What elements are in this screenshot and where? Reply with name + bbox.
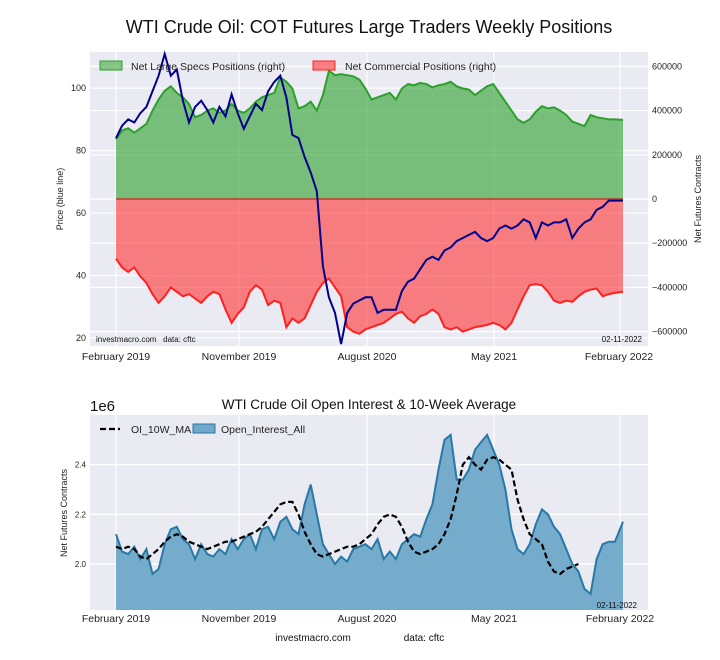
y-tick-label: 2.4 bbox=[75, 461, 87, 470]
y-tick-label: 2.2 bbox=[75, 510, 87, 519]
footer-data: data: cftc bbox=[404, 633, 445, 644]
x-tick-label: November 2019 bbox=[202, 351, 277, 363]
x-tick-label: February 2022 bbox=[585, 351, 653, 363]
y-right-tick-label: 200000 bbox=[652, 150, 682, 160]
x-tick-label: August 2020 bbox=[338, 613, 397, 625]
x-tick-label: February 2019 bbox=[82, 351, 150, 363]
x-tick-label: May 2021 bbox=[471, 351, 517, 363]
x-tick-label: February 2022 bbox=[586, 613, 654, 625]
specs-line bbox=[115, 69, 624, 140]
y-right-tick-label: −400000 bbox=[652, 282, 687, 292]
legend: OI_10W_MA Open_Interest_All bbox=[100, 423, 305, 436]
y-right-tick-label: −200000 bbox=[652, 238, 687, 248]
y-axis-ticks: 2.0 2.2 2.4 bbox=[75, 461, 87, 569]
y-right-tick-label: −600000 bbox=[652, 327, 687, 337]
legend-label-specs: Net Large Specs Positions (right) bbox=[131, 61, 285, 73]
x-tick-label: November 2019 bbox=[202, 613, 277, 625]
x-tick-label: May 2021 bbox=[471, 613, 517, 625]
x-tick-label: February 2019 bbox=[82, 613, 150, 625]
y-left-tick-label: 80 bbox=[76, 146, 86, 156]
scale-label: 1e6 bbox=[90, 398, 115, 415]
legend-swatch-specs bbox=[99, 60, 123, 71]
legend-label-oi: Open_Interest_All bbox=[221, 424, 305, 436]
open-interest-area bbox=[116, 434, 623, 610]
legend: Net Large Specs Positions (right) Net Co… bbox=[99, 60, 496, 73]
y-left-tick-label: 60 bbox=[76, 208, 86, 218]
y-right-tick-label: 400000 bbox=[652, 106, 682, 116]
cot-positions-chart: 20 40 60 80 100 600000 400000 200000 0 −200000 −4… bbox=[55, 50, 703, 363]
commercial-line bbox=[115, 258, 624, 335]
y-axis-label: Net Futures Contracts bbox=[59, 468, 69, 557]
footer-site: investmacro.com bbox=[275, 633, 351, 644]
legend-swatch-commercial bbox=[312, 60, 336, 71]
legend-label-ma: OI_10W_MA bbox=[131, 424, 191, 436]
date-annotation: 02-11-2022 bbox=[602, 335, 643, 344]
price-line bbox=[115, 50, 623, 345]
source-annotation: investmacro.com data: cftc bbox=[96, 335, 196, 344]
specs-area bbox=[116, 70, 623, 199]
left-axis-ticks: 20 40 60 80 100 bbox=[71, 83, 86, 343]
y-right-tick-label: 0 bbox=[652, 194, 657, 204]
figure-title: WTI Crude Oil: COT Futures Large Traders… bbox=[126, 17, 613, 37]
y-left-tick-label: 100 bbox=[71, 83, 86, 93]
legend-label-commercial: Net Commercial Positions (right) bbox=[345, 61, 496, 73]
areas bbox=[116, 434, 623, 610]
right-axis-ticks: 600000 400000 200000 0 −200000 −400000 −600000 bbox=[652, 61, 687, 336]
lines bbox=[115, 432, 624, 596]
left-axis-label: Price (blue line) bbox=[55, 168, 65, 231]
y-right-tick-label: 600000 bbox=[652, 61, 682, 71]
date-annotation: 02-11-2022 bbox=[597, 601, 638, 610]
lines bbox=[115, 50, 624, 345]
x-axis-ticks: February 2019 November 2019 August 2020 May… bbox=[82, 613, 654, 625]
legend-swatch-oi bbox=[192, 423, 216, 434]
y-tick-label: 2.0 bbox=[75, 560, 87, 569]
chart-title: WTI Crude Oil Open Interest & 10-Week Av… bbox=[222, 397, 516, 412]
x-tick-label: August 2020 bbox=[338, 351, 397, 363]
ma-line bbox=[115, 455, 579, 576]
y-left-tick-label: 40 bbox=[76, 270, 86, 280]
y-left-tick-label: 20 bbox=[76, 333, 86, 343]
open-interest-chart: 1e6 WTI Crude Oil Open Interest & 10-Wee… bbox=[59, 397, 654, 625]
x-axis-ticks: February 2019 November 2019 August 2020 May… bbox=[82, 351, 653, 363]
right-axis-label: Net Futures Contracts bbox=[693, 154, 703, 243]
